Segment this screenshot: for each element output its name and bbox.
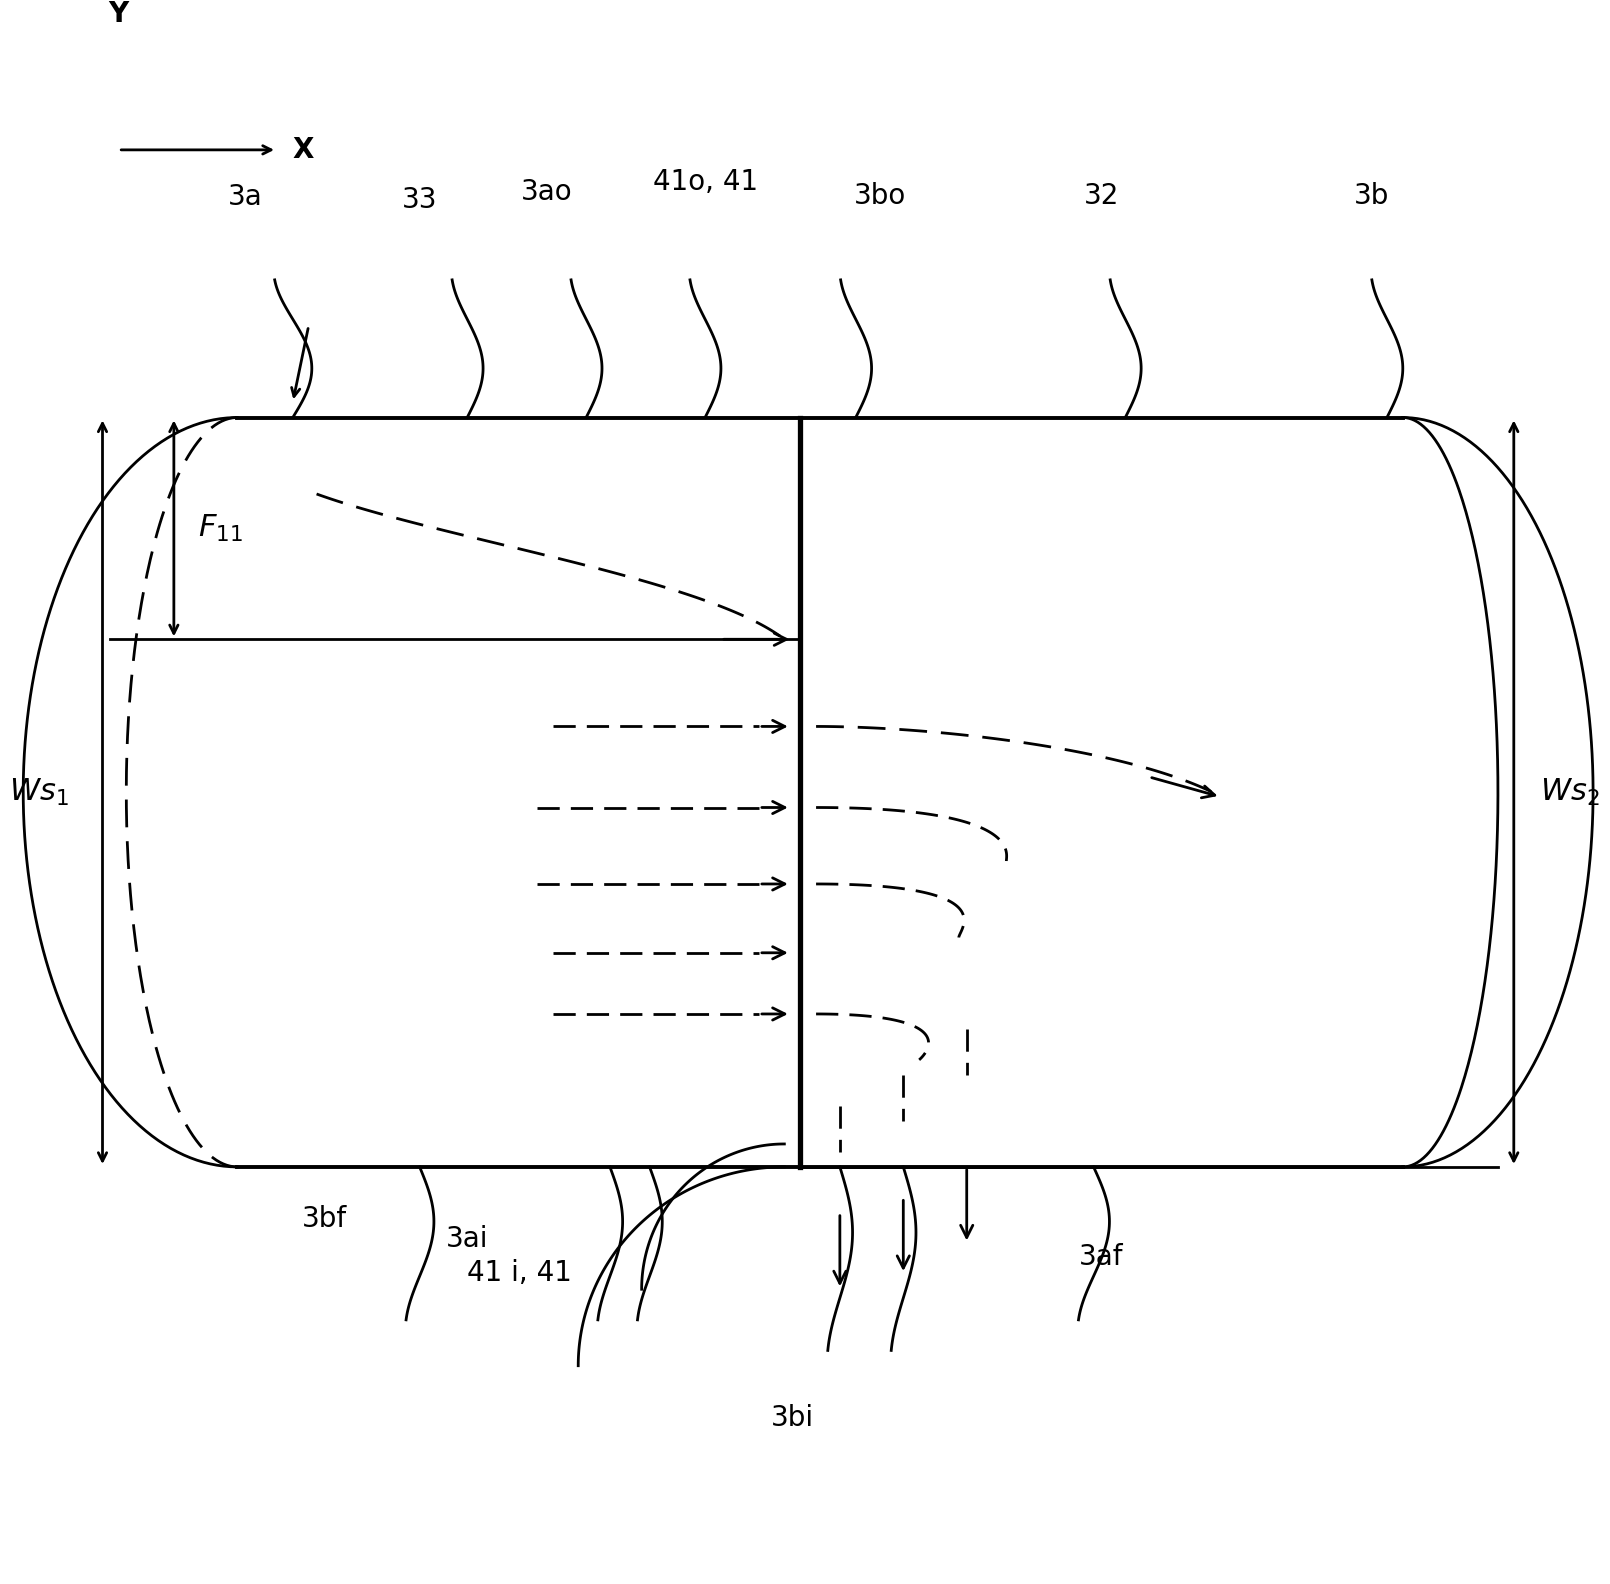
Text: 3ai: 3ai [446,1224,488,1253]
Text: 33: 33 [402,185,438,214]
Text: $F_{11}$: $F_{11}$ [198,513,243,543]
Text: 3bf: 3bf [303,1205,348,1232]
Text: 41o, 41: 41o, 41 [652,168,758,196]
Text: 41 i, 41: 41 i, 41 [467,1259,572,1286]
Text: 3ao: 3ao [520,179,572,206]
Text: 3af: 3af [1079,1243,1124,1272]
Text: $Ws_2$: $Ws_2$ [1539,776,1599,808]
Text: 3b: 3b [1354,182,1389,209]
Text: $Ws_1$: $Ws_1$ [10,776,69,808]
Text: 3a: 3a [229,184,262,211]
Text: 32: 32 [1084,182,1119,209]
Text: 3bi: 3bi [771,1403,815,1432]
Text: 3bo: 3bo [853,182,906,209]
Text: X: X [293,136,314,163]
Text: Y: Y [108,0,129,27]
